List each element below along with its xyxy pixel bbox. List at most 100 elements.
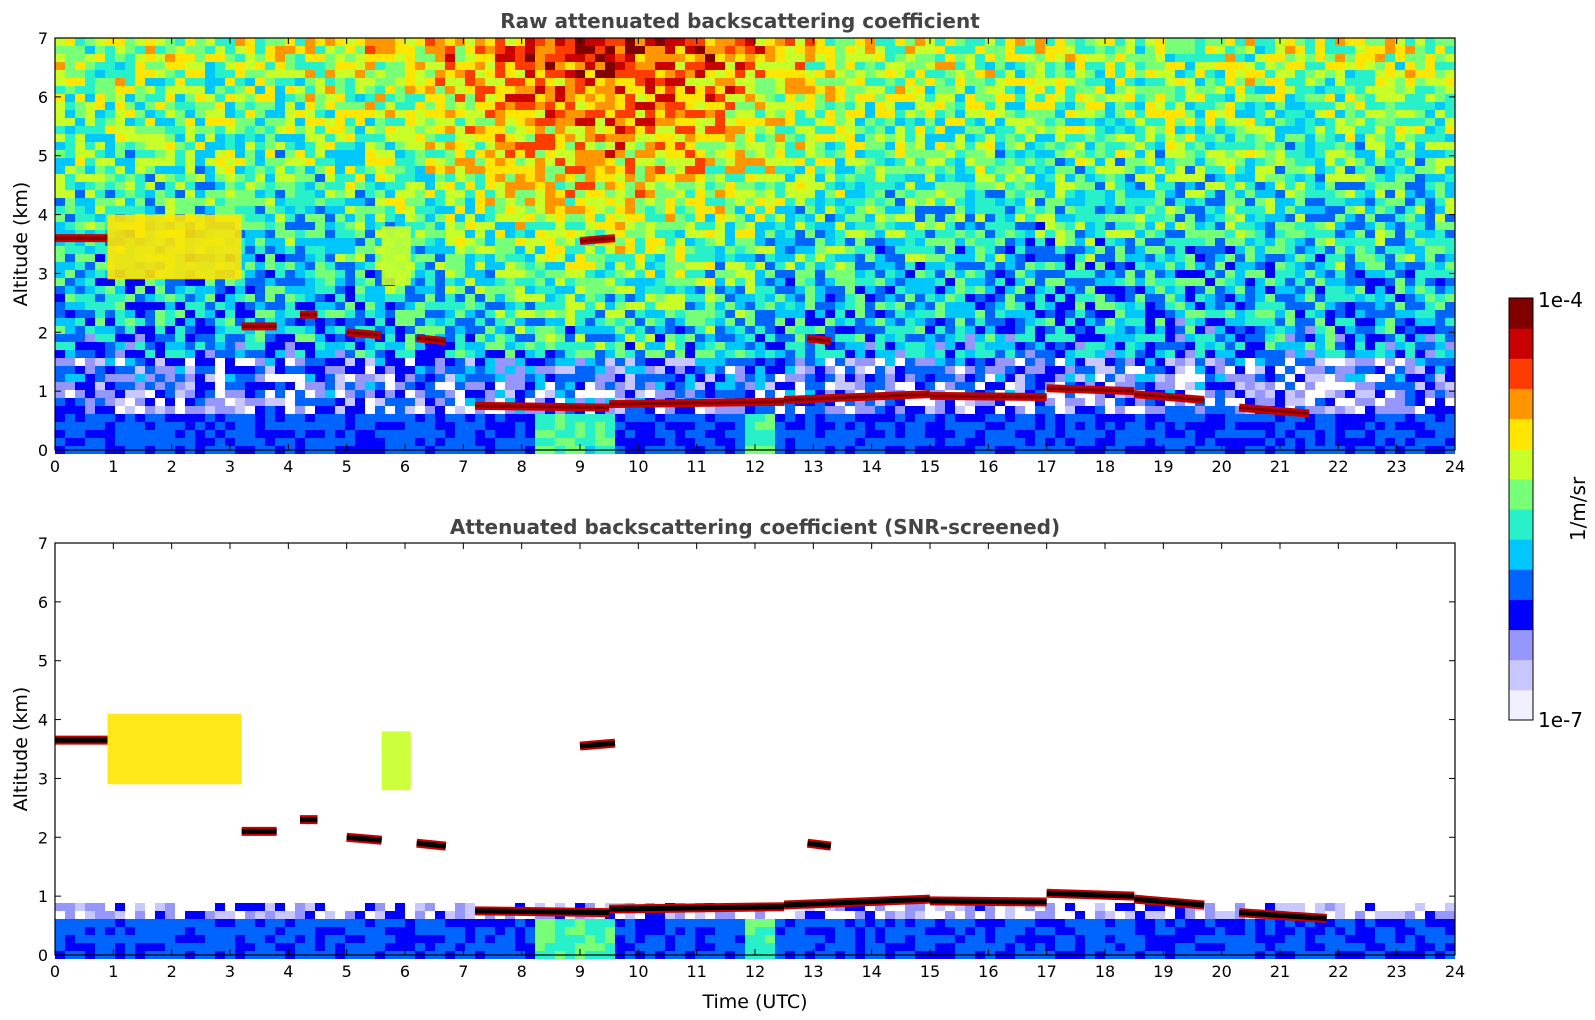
heatmap-cell bbox=[455, 350, 465, 358]
heatmap-cell bbox=[915, 166, 925, 174]
heatmap-cell bbox=[515, 174, 525, 182]
heatmap-cell bbox=[785, 78, 795, 86]
heatmap-cell bbox=[405, 62, 415, 70]
heatmap-cell bbox=[375, 182, 385, 190]
heatmap-cell bbox=[305, 70, 315, 78]
heatmap-cell bbox=[65, 150, 75, 158]
heatmap-cell bbox=[565, 150, 575, 158]
heatmap-cell bbox=[765, 406, 775, 414]
heatmap-cell bbox=[85, 350, 95, 358]
heatmap-cell bbox=[745, 390, 755, 398]
heatmap-cell bbox=[615, 350, 625, 358]
heatmap-cell bbox=[255, 126, 265, 134]
heatmap-cell bbox=[875, 414, 885, 422]
heatmap-cell bbox=[375, 118, 385, 126]
heatmap-cell bbox=[325, 350, 335, 358]
heatmap-cell bbox=[265, 262, 275, 270]
heatmap-cell bbox=[615, 254, 625, 262]
heatmap-cell bbox=[715, 334, 725, 342]
heatmap-cell bbox=[785, 366, 795, 374]
heatmap-cell bbox=[195, 38, 205, 46]
heatmap-cell bbox=[715, 166, 725, 174]
heatmap-cell bbox=[1015, 310, 1025, 318]
heatmap-cell bbox=[605, 294, 615, 302]
heatmap-cell bbox=[735, 70, 745, 78]
heatmap-cell bbox=[995, 438, 1005, 446]
heatmap-cell bbox=[295, 254, 305, 262]
heatmap-cell bbox=[495, 110, 505, 118]
heatmap-cell bbox=[335, 150, 345, 158]
heatmap-cell bbox=[465, 198, 475, 206]
heatmap-cell bbox=[125, 366, 135, 374]
heatmap-cell bbox=[725, 334, 735, 342]
heatmap-cell bbox=[505, 342, 515, 350]
heatmap-cell bbox=[385, 302, 395, 310]
heatmap-cell bbox=[185, 118, 195, 126]
heatmap-cell bbox=[525, 94, 535, 102]
heatmap-cell bbox=[965, 326, 975, 334]
heatmap-cell bbox=[115, 278, 125, 286]
heatmap-cell bbox=[455, 246, 465, 254]
heatmap-cell bbox=[145, 358, 155, 366]
heatmap-cell bbox=[1005, 342, 1015, 350]
heatmap-cell bbox=[335, 254, 345, 262]
heatmap-cell bbox=[825, 38, 835, 46]
heatmap-cell bbox=[935, 126, 945, 134]
heatmap-cell bbox=[895, 286, 905, 294]
heatmap-cell bbox=[755, 278, 765, 286]
heatmap-cell bbox=[875, 94, 885, 102]
heatmap-cell bbox=[245, 38, 255, 46]
heatmap-cell bbox=[745, 406, 755, 414]
heatmap-cell bbox=[755, 414, 765, 422]
heatmap-cell bbox=[165, 342, 175, 350]
heatmap-cell bbox=[845, 54, 855, 62]
heatmap-cell bbox=[305, 62, 315, 70]
heatmap-cell bbox=[305, 102, 315, 110]
heatmap-cell bbox=[355, 430, 365, 438]
heatmap-cell bbox=[435, 198, 445, 206]
heatmap-cell bbox=[925, 126, 935, 134]
heatmap-cell bbox=[465, 70, 475, 78]
heatmap-cell bbox=[685, 406, 695, 414]
heatmap-cell bbox=[945, 310, 955, 318]
heatmap-cell bbox=[615, 118, 625, 126]
heatmap-cell bbox=[225, 318, 235, 326]
heatmap-cell bbox=[655, 214, 665, 222]
heatmap-cell bbox=[475, 254, 485, 262]
heatmap-cell bbox=[215, 86, 225, 94]
heatmap-cell bbox=[305, 366, 315, 374]
heatmap-cell bbox=[955, 414, 965, 422]
heatmap-cell bbox=[935, 406, 945, 414]
heatmap-cell bbox=[195, 46, 205, 54]
heatmap-cell bbox=[445, 334, 455, 342]
heatmap-cell bbox=[275, 398, 285, 406]
heatmap-cell bbox=[125, 318, 135, 326]
heatmap-cell bbox=[275, 182, 285, 190]
heatmap-cell bbox=[435, 254, 445, 262]
heatmap-cell bbox=[95, 206, 105, 214]
heatmap-cell bbox=[225, 334, 235, 342]
heatmap-cell bbox=[925, 198, 935, 206]
heatmap-cell bbox=[475, 206, 485, 214]
heatmap-cell bbox=[215, 94, 225, 102]
heatmap-cell bbox=[395, 182, 405, 190]
heatmap-cell bbox=[365, 38, 375, 46]
heatmap-cell bbox=[1015, 326, 1025, 334]
heatmap-cell bbox=[475, 150, 485, 158]
heatmap-cell bbox=[215, 206, 225, 214]
heatmap-cell bbox=[435, 94, 445, 102]
heatmap-cell bbox=[105, 94, 115, 102]
heatmap-cell bbox=[415, 206, 425, 214]
heatmap-cell bbox=[565, 422, 575, 430]
heatmap-cell bbox=[115, 334, 125, 342]
heatmap-cell bbox=[605, 310, 615, 318]
heatmap-cell bbox=[65, 358, 75, 366]
heatmap-cell bbox=[715, 414, 725, 422]
heatmap-cell bbox=[895, 142, 905, 150]
heatmap-cell bbox=[85, 182, 95, 190]
heatmap-cell bbox=[975, 310, 985, 318]
heatmap-cell bbox=[745, 206, 755, 214]
heatmap-cell bbox=[1015, 206, 1025, 214]
panel-raw-heatmap bbox=[55, 38, 1455, 454]
heatmap-cell bbox=[955, 214, 965, 222]
